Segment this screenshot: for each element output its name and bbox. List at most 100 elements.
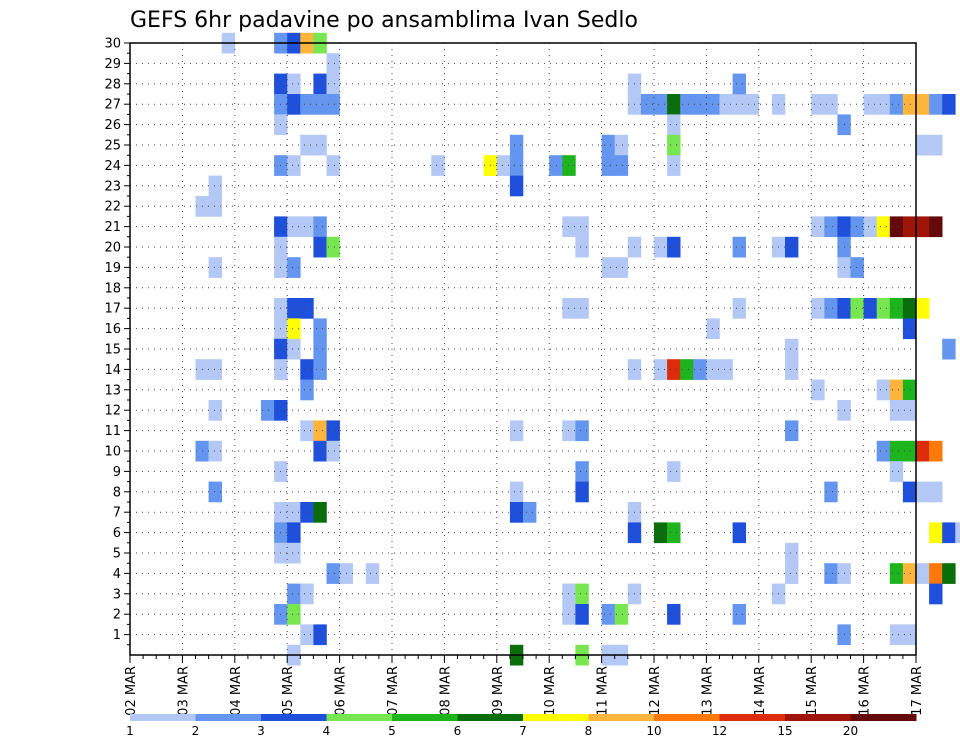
heatmap-cell [287,318,301,340]
heatmap-cell [785,420,799,442]
heatmap-cell [208,400,222,421]
heatmap-cell [850,216,864,238]
heatmap-cell [732,236,746,258]
heatmap-cell [654,94,668,115]
heatmap-cell [902,400,917,421]
heatmap-cell [706,94,720,115]
heatmap-cell [785,563,799,584]
heatmap-cell [916,94,930,115]
heatmap-cell [614,155,629,176]
heatmap-cell [208,175,222,197]
heatmap-cell [876,94,891,115]
heatmap-cell [601,134,615,156]
colorbar: 1 2 3 4 5 6 7 8 10 12 15 20 [126,714,917,738]
heatmap-cell [313,318,327,340]
heatmap-cell [601,604,615,625]
heatmap-cell [300,502,314,523]
heatmap-cell [824,94,838,115]
colorbar-label: 1 [126,724,134,738]
x-tick-label: 12 MAR [648,666,663,716]
heatmap-cell [300,583,314,605]
heatmap-cell [326,563,340,584]
heatmap-cell [326,73,340,95]
heatmap-cell [680,94,694,115]
heatmap-cell [942,94,956,115]
heatmap-cell [863,94,877,115]
y-tick-label: 8 [113,485,121,500]
colorbar-swatch [195,714,262,721]
heatmap-cell [889,216,904,238]
heatmap-cell [287,216,301,238]
heatmap-cell [313,216,327,238]
heatmap-cell [208,257,222,278]
heatmap-cell [902,298,917,319]
colorbar-swatch [392,714,458,721]
heatmap-cell [929,216,943,238]
heatmap-cell [601,155,615,176]
x-tick-label: 07 MAR [386,666,401,716]
colorbar-swatch [719,714,786,721]
heatmap-cell [929,583,943,605]
heatmap-cell [824,481,838,503]
colorbar-label: 7 [519,724,527,738]
y-axis: 1234567891011121314151617181920212223242… [104,37,130,646]
heatmap-cell [680,359,694,380]
y-tick-label: 7 [113,506,121,521]
colorbar-label: 5 [388,724,396,738]
x-tick-label: 08 MAR [438,666,453,716]
heatmap-cell [300,420,314,442]
heatmap-cell [640,94,655,115]
heatmap-cell [876,298,891,319]
heatmap-cell [863,298,877,319]
heatmap-cell [667,604,681,625]
heatmap-cell [287,604,301,625]
heatmap-cell [916,440,930,462]
heatmap-cell [261,400,275,421]
heatmap-cell [667,522,681,544]
heatmap-cell [654,359,668,380]
heatmap-cell [575,604,589,625]
heatmap-cell [942,338,956,360]
heatmap-cell [929,134,943,156]
y-tick-label: 6 [113,526,121,541]
heatmap-cell [824,216,838,238]
heatmap-cell [902,318,917,340]
heatmap-cell [313,440,327,462]
y-tick-label: 22 [104,200,121,215]
heatmap-cell [575,236,589,258]
heatmap-cell [614,604,629,625]
heatmap-cell [326,440,340,462]
heatmap-cell [889,298,904,319]
heatmap-cell [287,502,301,523]
heatmap-cell [929,522,943,544]
heatmap-cell [300,298,314,319]
colorbar-label: 3 [257,724,265,738]
heatmap-cell [326,94,340,115]
heatmap-cell [287,257,301,278]
heatmap-cell [300,94,314,115]
x-tick-label: 14 MAR [753,666,768,716]
y-tick-label: 30 [104,37,121,52]
heatmap-cell [208,440,222,462]
heatmap-cell [889,440,904,462]
heatmap-cell [287,155,301,176]
heatmap-cell [287,94,301,115]
heatmap-cell [549,155,563,176]
colorbar-label: 2 [192,724,200,738]
y-tick-label: 10 [104,445,121,460]
heatmap-cell [876,379,891,401]
heatmap-cell [326,155,340,176]
heatmap-cell [732,94,746,115]
y-tick-label: 28 [104,77,121,92]
heatmap-cell [614,134,629,156]
heatmap-cell [287,338,301,360]
heatmap-cell [902,94,917,115]
colorbar-label: 4 [323,724,331,738]
y-tick-label: 20 [104,241,121,256]
y-tick-label: 2 [113,608,121,623]
heatmap-cell [889,379,904,401]
heatmap-cell [889,400,904,421]
heatmap-cell [824,563,838,584]
heatmap-cell [287,583,301,605]
